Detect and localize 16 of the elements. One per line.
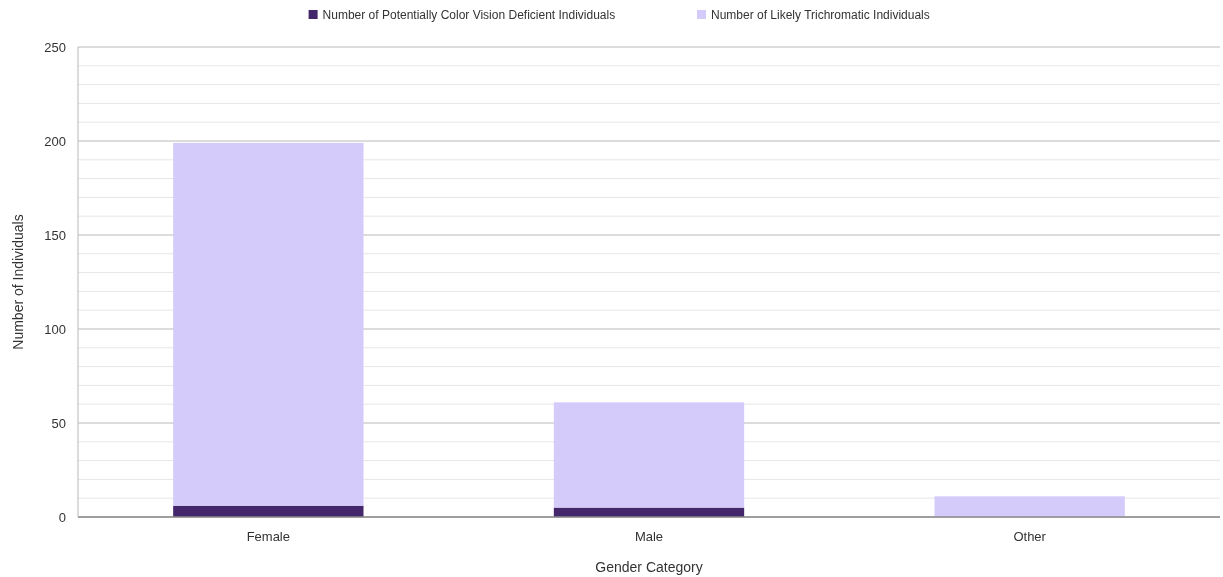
legend-label: Number of Likely Trichromatic Individuals [711,8,930,23]
x-axis-title: Gender Category [595,559,703,575]
y-tick-label: 50 [51,415,66,431]
x-tick-label: Male [634,529,664,544]
y-tick-label: 250 [44,39,66,55]
bar [173,142,364,506]
y-tick-label: 150 [44,227,66,243]
legend-label: Number of Potentially Color Vision Deficient Individuals [322,8,616,23]
y-tick-label: 200 [44,133,66,149]
bar [553,402,745,508]
y-tick-label: 100 [44,321,66,337]
y-tick-label: 0 [58,509,66,525]
x-tick-label: Other [1013,529,1047,544]
x-tick-label: Female [246,529,291,544]
bar [934,496,1125,517]
y-axis-title: Number of Individuals [10,214,26,350]
